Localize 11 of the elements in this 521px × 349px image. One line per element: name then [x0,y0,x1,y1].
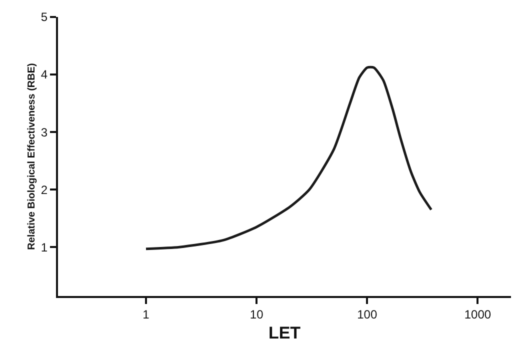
y-tick-label: 1 [40,240,48,254]
y-tick-label: 5 [40,10,48,24]
y-tick-label: 4 [40,68,48,82]
y-axis-title: Relative Biological Effectiveness (RBE) [26,63,38,250]
x-tick-label: 100 [357,307,378,322]
x-axis-title: LET [268,323,302,342]
x-tick-label: 1000 [464,307,492,322]
x-tick-label: 10 [250,307,264,322]
x-tick-label: 1 [142,307,150,322]
y-tick-label: 2 [40,182,48,197]
y-tick-label: 3 [40,125,48,140]
